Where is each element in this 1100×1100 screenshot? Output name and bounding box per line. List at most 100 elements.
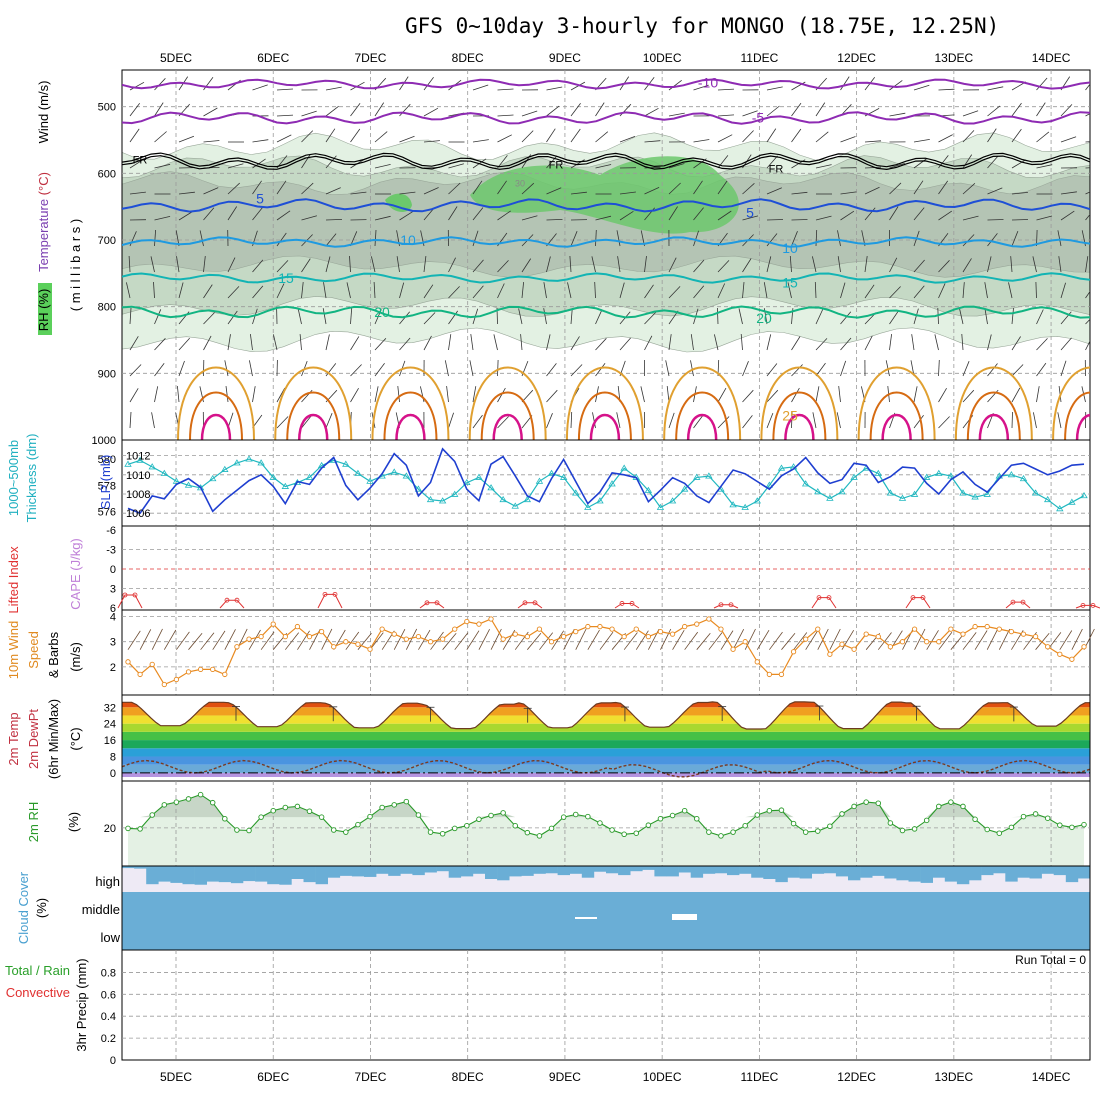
wind10-barb xyxy=(623,632,638,650)
thickness-point xyxy=(269,473,277,480)
rh2m-point xyxy=(173,799,180,805)
wind10-barb xyxy=(188,632,203,650)
wind-barb xyxy=(889,112,906,117)
rh-band-70 xyxy=(122,171,1090,278)
wind-barb xyxy=(1060,136,1077,143)
wind10-point xyxy=(1045,644,1051,650)
precip-tick: 0.2 xyxy=(101,1033,116,1045)
wind-barb xyxy=(176,256,180,273)
rh2m-point xyxy=(572,811,579,818)
wind10-point xyxy=(657,628,664,635)
cloud-high-bar xyxy=(799,866,812,879)
wind-barb xyxy=(497,155,508,169)
wind10-label-b: Speed xyxy=(26,631,41,669)
cloud-high-bar xyxy=(787,866,800,878)
wind-barb xyxy=(889,163,905,169)
cloud-high-bar xyxy=(315,866,328,885)
thickness-point xyxy=(196,484,205,491)
li-point xyxy=(1080,603,1086,608)
wind10-point xyxy=(173,676,180,683)
wind10-point xyxy=(633,626,639,632)
wind-barb xyxy=(1058,256,1062,273)
wind-barb xyxy=(546,86,563,91)
isotherm-25-arch xyxy=(760,366,839,440)
isotherm-15 xyxy=(122,272,1090,284)
temp-label-b: 2m DewPt xyxy=(26,709,41,769)
wind-barb xyxy=(742,282,745,299)
wind10-point xyxy=(258,634,264,640)
wind-barb xyxy=(203,140,220,143)
wind-barb xyxy=(543,282,547,299)
wind10-point xyxy=(1032,634,1039,640)
cloud-high-bar xyxy=(533,866,546,874)
isotherm-35-arch xyxy=(1075,413,1090,440)
cloud-high-bar xyxy=(860,866,873,878)
wind-barb xyxy=(693,285,705,299)
wind-barb xyxy=(740,333,743,351)
cloud-high-bar xyxy=(654,866,667,877)
wind-barb xyxy=(423,284,434,299)
li-tick: 6 xyxy=(110,603,116,615)
wind-barb xyxy=(592,412,596,429)
wind10-line xyxy=(127,618,1085,686)
thickness-point xyxy=(741,503,749,510)
wind-barb xyxy=(766,389,779,403)
li-point xyxy=(816,595,822,600)
wind10-point xyxy=(294,623,301,630)
thickness-point xyxy=(983,490,991,497)
wind10-barb xyxy=(708,632,723,650)
wind-barb xyxy=(448,412,454,429)
wind-barb xyxy=(129,364,142,377)
cloud-high-bar xyxy=(702,866,716,874)
cloud-high-bar xyxy=(690,866,704,878)
wind10-point xyxy=(1020,631,1027,637)
wind-barb xyxy=(203,284,213,299)
temp-tick: 32 xyxy=(104,702,116,714)
temp-unit: (°C) xyxy=(68,727,83,750)
wind10-barb xyxy=(805,630,819,650)
cloud-high-bar xyxy=(618,866,631,876)
wind-barb xyxy=(840,282,846,299)
wind10-barb xyxy=(127,630,141,650)
wind-barb xyxy=(396,256,400,273)
wind10-point xyxy=(343,639,349,645)
wind10-tick: 3 xyxy=(110,637,116,649)
cloud-high-bar xyxy=(436,866,449,872)
wind-barb xyxy=(301,282,304,299)
slp-ticks: 1006 1008 1010 1012 576 578 580 xyxy=(98,451,151,521)
wind-barb xyxy=(812,256,817,273)
wind-barb xyxy=(987,155,999,169)
wind-barb xyxy=(423,256,427,273)
wind10-barb xyxy=(176,631,190,650)
wind-barb xyxy=(423,312,436,325)
cloud-high-bar xyxy=(763,866,776,879)
wind-barb xyxy=(617,256,621,273)
wind-barb xyxy=(1011,128,1022,143)
wind-barbs xyxy=(126,76,1090,429)
wind-barb xyxy=(1060,311,1072,325)
cloud-middle-label: middle xyxy=(82,902,120,917)
wind10-point xyxy=(875,634,881,640)
cloud-label: Cloud Cover xyxy=(16,871,31,944)
wind-barb xyxy=(350,307,353,325)
wind-barb xyxy=(129,307,132,325)
rh2m-point xyxy=(125,825,131,832)
wind-barb xyxy=(325,413,333,429)
thickness-point xyxy=(753,497,761,504)
cloud-high-bar xyxy=(944,866,958,882)
wind-barb xyxy=(791,387,800,403)
wind10-barb xyxy=(321,628,333,650)
rh2m-point xyxy=(367,813,373,820)
wind-barb xyxy=(738,308,743,325)
wind10-barb xyxy=(163,629,177,650)
wind-barb xyxy=(276,232,287,247)
wind10-point xyxy=(548,639,555,645)
wind-barb xyxy=(913,180,924,195)
isotherm-25-arch xyxy=(954,366,1033,440)
wind10-barb xyxy=(926,630,939,650)
wind-barb xyxy=(815,386,820,403)
wind-barb xyxy=(668,257,677,273)
isotherm-30-arch xyxy=(480,391,535,440)
wind-barb xyxy=(1036,338,1048,351)
